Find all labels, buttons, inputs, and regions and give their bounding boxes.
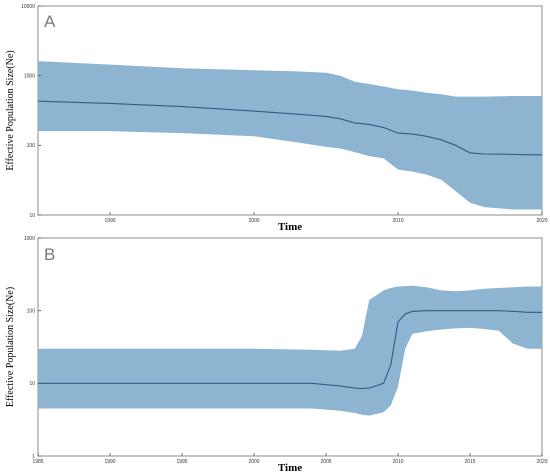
x-tick-label: 2020 — [536, 459, 547, 465]
panel-letter: A — [44, 12, 56, 31]
x-tick-label: 2010 — [392, 459, 403, 465]
x-tick-label: 1990 — [104, 218, 115, 224]
x-tick-label: 1995 — [176, 459, 187, 465]
y-axis-title: Effective Population Size(Ne) — [5, 287, 16, 407]
y-tick-label: 100 — [27, 143, 36, 149]
panel-b: 1 10 100 1000 1985 1990 1995 2000 2005 2010 2015 20… — [5, 236, 548, 474]
y-tick-label: 100 — [27, 308, 36, 314]
median-ne-line — [38, 310, 542, 390]
x-tick-label: 2000 — [248, 218, 259, 224]
median-ne-line — [37, 100, 543, 156]
x-axis-title: Time — [278, 462, 302, 474]
x-tick-label: 2000 — [248, 459, 259, 465]
x-axis-title: Time — [278, 221, 302, 233]
y-tick-label: 1 — [32, 454, 35, 460]
y-tick-label: 1000 — [24, 236, 35, 242]
x-tick-label: 2015 — [464, 459, 475, 465]
panel-letter: B — [44, 245, 55, 264]
credible-interval-band — [38, 61, 542, 210]
x-tick-label: 2010 — [392, 218, 403, 224]
panel-a: 10 100 1000 10000 1990 2000 2010 2020 Time Effect… — [5, 4, 548, 233]
y-tick-label: 10 — [29, 381, 35, 387]
x-tick-label: 2020 — [536, 218, 547, 224]
y-axis-title: Effective Population Size(Ne) — [5, 50, 16, 170]
y-tick-label: 10 — [29, 213, 35, 219]
plot-frame — [37, 237, 543, 457]
y-tick-label: 1000 — [24, 73, 35, 79]
x-tick-label: 1990 — [104, 459, 115, 465]
y-tick-label: 10000 — [21, 4, 35, 10]
x-tick-label: 1985 — [32, 459, 43, 465]
x-tick-label: 2005 — [320, 459, 331, 465]
